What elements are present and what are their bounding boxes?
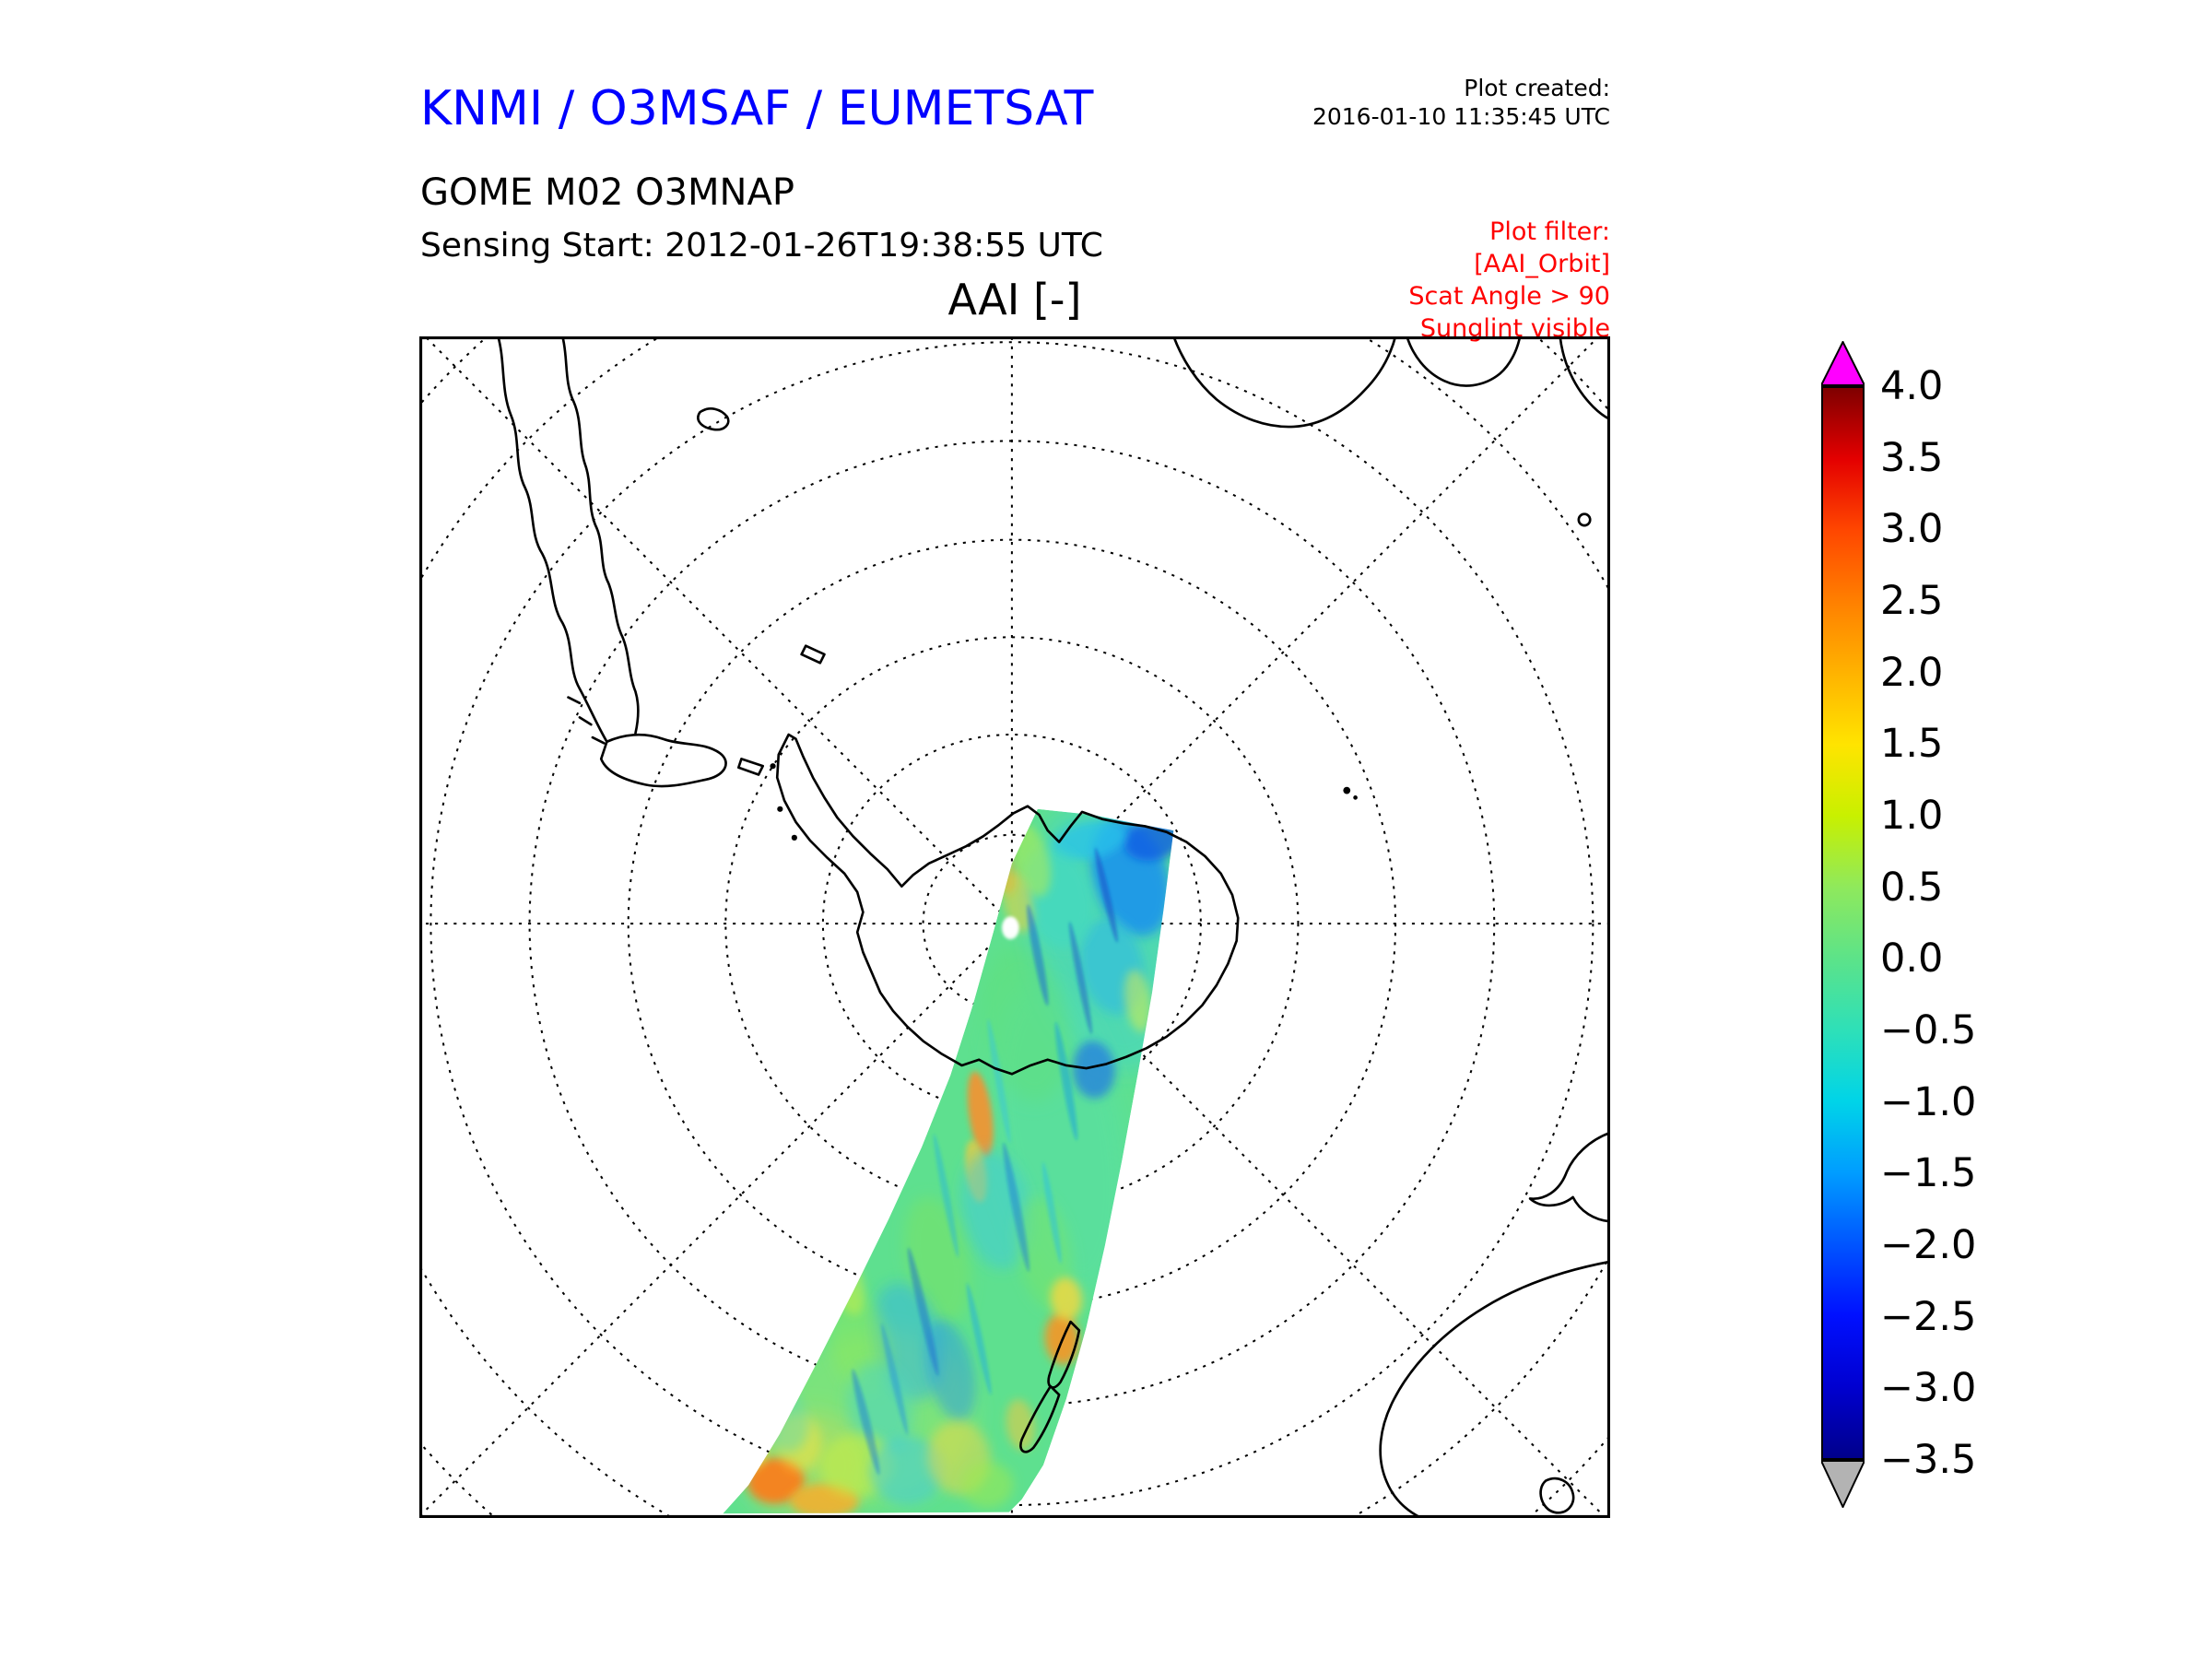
aai-swath [723,808,1174,1514]
aai-patch [967,1071,994,1157]
aai-patch [924,1320,976,1421]
coastline-australia [1528,1131,1610,1223]
colorbar-tick-label: −3.5 [1880,1437,1977,1483]
colorbar [1821,341,1865,1508]
coastline-island [736,758,765,776]
aai-patch [881,1323,909,1435]
island-dot [777,806,783,812]
plot-filter-line: Plot filter: [1489,218,1610,246]
island-ring [1577,512,1592,527]
colorbar-tick-label: 3.5 [1880,434,1944,481]
coastline-antarctica [775,733,1240,1076]
plot-created-label: Plot created: [1464,75,1610,101]
map-frame [419,336,1610,1518]
colorbar-ticks: 4.0 3.5 3.0 2.5 2.0 1.5 1.0 0.5 0.0 −0.5 −1.0 −1.5 −… [1880,363,2018,1483]
aai-patch [1068,922,1092,1035]
aai-patch [1124,970,1152,1032]
aai-patch [1124,819,1174,862]
aai-patch [1094,847,1118,943]
island-dot [770,763,776,770]
product-line: GOME M02 O3MNAP [420,171,794,214]
aai-patch [1006,1399,1036,1451]
colorbar-tick-label: 3.0 [1880,506,1944,553]
map-svg [419,336,1610,1518]
aai-patch [1053,820,1126,861]
aai-patch [1002,916,1019,940]
colorbar-under-arrow [1821,1460,1865,1508]
latitude-circle [724,636,1300,1211]
aai-patch [1050,1277,1083,1321]
coastline-africa [1406,336,1522,387]
colorbar-over-arrow [1821,341,1865,386]
colorbar-tick-label: −2.0 [1880,1222,1977,1268]
colorbar-tick-label: 1.5 [1880,721,1944,768]
island-dot [1353,795,1358,800]
aai-patch [852,1369,880,1476]
colorbar-tick-label: −0.5 [1880,1007,1977,1053]
aai-patch [907,1247,939,1376]
coastline-island [697,407,730,431]
sensing-start-line: Sensing Start: 2012-01-26T19:38:55 UTC [420,227,1103,265]
coastline-fjords [567,696,606,745]
colorbar-gradient [1821,386,1865,1460]
colorbar-tick-label: 0.5 [1880,864,1944,911]
coastline-tierra-del-fuego [599,733,727,788]
plot-filter-line: [AAI_Orbit] [1474,250,1610,278]
colorbar-tick-label: 0.0 [1880,935,1944,982]
aai-patch [870,1436,945,1506]
map-border [419,336,1610,1518]
aai-patch [747,1457,805,1504]
colorbar-tick-label: 2.0 [1880,649,1944,696]
colorbar-tick-label: −2.5 [1880,1293,1977,1340]
plot-created-block: Plot created: 2016-01-10 11:35:45 UTC [1312,74,1610,131]
colorbar-tick-label: −1.5 [1880,1150,1977,1197]
island-dot [791,834,797,841]
aai-patch [1041,1161,1062,1265]
coastline-australia [1379,1260,1610,1518]
coastline-south-america [560,336,640,735]
coastline-south-america [497,336,608,744]
colorbar-tick-label: 4.0 [1880,363,1944,409]
island-dot [1343,786,1351,794]
aai-patch [1003,1142,1030,1272]
coastline-tasmania [1539,1477,1575,1514]
coastline-island [800,644,826,665]
coastlines [497,336,1610,1518]
coastline-corner [1559,336,1610,421]
colorbar-tick-label: 2.5 [1880,578,1944,624]
map-title: AAI [-] [947,275,1082,324]
aai-patch [1027,904,1049,1006]
aai-patch [982,946,1071,1102]
colorbar-tick-label: 1.0 [1880,793,1944,839]
plot-filter-box: Plot filter: [AAI_Orbit] Scat Angle > 90 Su… [1408,216,1610,345]
aai-patch [966,1282,992,1395]
under-arrow-triangle [1821,1460,1865,1508]
over-arrow-triangle [1821,341,1865,386]
coastline-africa [1172,336,1397,429]
aai-patch [1072,1041,1115,1099]
colorbar-tick-label: −1.0 [1880,1078,1977,1125]
aai-patch [987,1018,1011,1144]
coastline-new-zealand [1019,1384,1061,1453]
page-title: KNMI / O3MSAF / EUMETSAT [420,81,1094,136]
plot-created-value: 2016-01-10 11:35:45 UTC [1312,103,1610,130]
aai-patch [933,1134,959,1258]
aai-patch [1054,1021,1078,1141]
colorbar-tick-label: −3.0 [1880,1365,1977,1412]
swath-patches [733,808,1174,1514]
aai-patch [961,1462,1014,1509]
plot-filter-line: Scat Angle > 90 [1408,282,1610,311]
